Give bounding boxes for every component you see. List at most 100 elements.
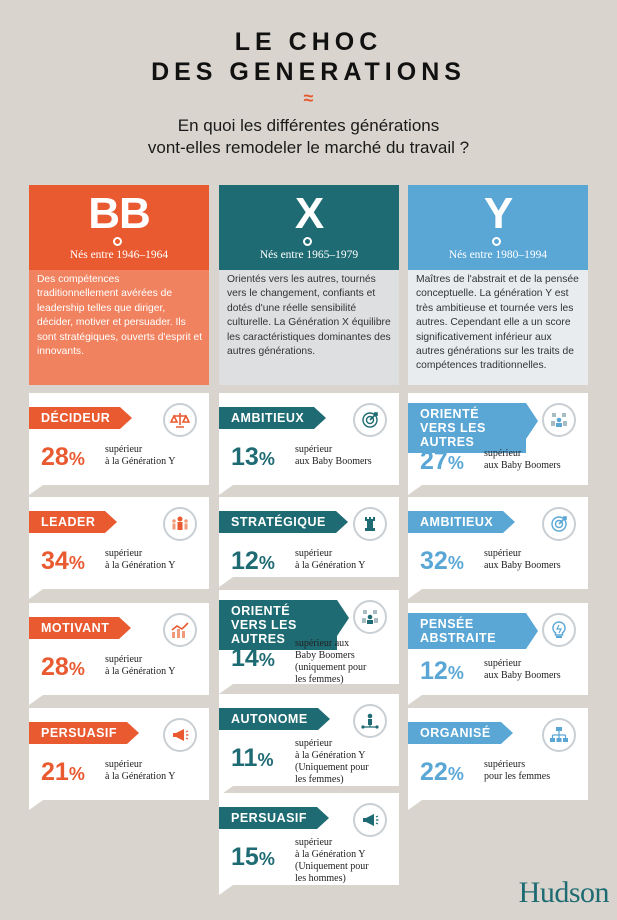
trait-note: supérieur aux Baby Boomers (uniquement pou… <box>295 638 366 686</box>
trait-card: MOTIVANT 28% supérieur à la Génération Y <box>29 603 209 705</box>
trait-note: supérieur à la Génération Y (Uniquement po… <box>295 738 369 786</box>
trait-percentage: 34% <box>41 547 85 576</box>
note-line: supérieur <box>105 654 143 665</box>
note-line: (Uniquement pour <box>295 762 369 773</box>
trait-percentage: 27% <box>420 447 464 476</box>
percent-sign: % <box>258 650 275 670</box>
growth-chart-icon <box>163 613 197 647</box>
target-icon <box>542 507 576 541</box>
percent-sign: % <box>447 453 464 473</box>
percentage-value: 32 <box>420 547 448 575</box>
note-line: les hommes) <box>295 873 346 884</box>
birth-range: Nés entre 1980–1994 <box>448 249 548 261</box>
trait-card: AUTONOME 11% supérieur à la Génération Y (Un… <box>219 694 399 796</box>
org-chart-icon <box>542 718 576 752</box>
trait-note: supérieur à la Génération Y <box>105 548 175 572</box>
trait-percentage: 12% <box>231 547 275 576</box>
note-line: les femmes) <box>295 774 344 785</box>
circle-icon <box>492 237 501 246</box>
trait-note: supérieur aux Baby Boomers <box>484 448 561 472</box>
note-line: supérieur <box>484 448 522 459</box>
percent-sign: % <box>68 449 85 469</box>
circle-icon <box>113 237 122 246</box>
percent-sign: % <box>447 764 464 784</box>
note-line: supérieur <box>295 444 333 455</box>
percent-sign: % <box>447 553 464 573</box>
percentage-value: 21 <box>41 758 69 786</box>
note-line: supérieur <box>295 837 333 848</box>
percent-sign: % <box>447 663 464 683</box>
trait-percentage: 12% <box>420 657 464 686</box>
note-line: supérieur <box>105 444 143 455</box>
note-line: à la Génération Y <box>295 849 366 860</box>
trait-card: AMBITIEUX 13% supérieur aux Baby Boomers <box>219 393 399 495</box>
percent-sign: % <box>258 449 275 469</box>
percentage-value: 13 <box>231 443 259 471</box>
network-person-icon <box>353 704 387 738</box>
trait-note: supérieur à la Génération Y <box>105 444 175 468</box>
trait-percentage: 13% <box>231 443 275 472</box>
percentage-value: 34 <box>41 547 69 575</box>
note-line: supérieur <box>484 658 522 669</box>
subtitle-line-2: vont-elles remodeler le marché du travai… <box>147 138 470 157</box>
note-line: supérieur aux <box>295 638 350 649</box>
note-line: aux Baby Boomers <box>484 560 561 571</box>
trait-percentage: 28% <box>41 653 85 682</box>
note-line: Baby Boomers <box>295 650 355 661</box>
column-header-x: X Nés entre 1965–1979 Orientés vers les … <box>219 185 399 385</box>
percentage-value: 22 <box>420 758 448 786</box>
trait-card: PERSUASIF 15% supérieur à la Génération Y (U… <box>219 793 399 895</box>
trait-percentage: 32% <box>420 547 464 576</box>
percent-sign: % <box>257 750 274 770</box>
trait-card: ORIENTÉ VERS LES AUTRES 14% supérieur aux B… <box>219 590 399 694</box>
generation-description: Orientés vers les autres, tournés vers l… <box>227 274 391 358</box>
generation-letter: X <box>294 189 324 238</box>
trait-label: PERSUASIF <box>29 722 140 744</box>
balance-icon <box>163 403 197 437</box>
trait-percentage: 28% <box>41 443 85 472</box>
trait-note: supérieur à la Génération Y <box>105 759 175 783</box>
trait-label: STRATÉGIQUE <box>219 511 348 533</box>
birth-range: Nés entre 1965–1979 <box>259 249 359 261</box>
generation-description: Maîtres de l'abstrait et de la pensée co… <box>416 274 579 372</box>
hudson-logo: Hudson <box>518 876 610 909</box>
percentage-value: 11 <box>231 744 258 772</box>
trait-label: AMBITIEUX <box>408 511 516 533</box>
trait-percentage: 14% <box>231 644 275 673</box>
note-line: pour les femmes <box>484 771 551 782</box>
note-line: à la Génération Y <box>105 771 176 782</box>
percentage-value: 12 <box>231 547 259 575</box>
trait-label: DÉCIDEUR <box>29 407 133 429</box>
trait-percentage: 11% <box>231 744 273 773</box>
trait-note: supérieur aux Baby Boomers <box>295 444 372 468</box>
group-icon <box>353 600 387 634</box>
note-line: supérieur <box>484 548 522 559</box>
trait-label: AMBITIEUX <box>219 407 327 429</box>
note-line: aux Baby Boomers <box>295 456 372 467</box>
trait-card: AMBITIEUX 32% supérieur aux Baby Boomers <box>408 497 588 599</box>
lightbulb-icon <box>542 613 576 647</box>
trait-label: LEADER <box>29 511 118 533</box>
trait-card: ORGANISÉ 22% supérieurs pour les femmes <box>408 708 588 810</box>
megaphone-icon <box>163 718 197 752</box>
trait-percentage: 15% <box>231 843 275 872</box>
column-header-y: Y Nés entre 1980–1994 Maîtres de l'abstr… <box>408 185 588 385</box>
target-icon <box>353 403 387 437</box>
trait-card: DÉCIDEUR 28% supérieur à la Génération Y <box>29 393 209 495</box>
generation-letter: BB <box>88 189 151 238</box>
chess-rook-icon <box>353 507 387 541</box>
percent-sign: % <box>68 553 85 573</box>
note-line: à la Génération Y <box>105 666 176 677</box>
percentage-value: 28 <box>41 653 69 681</box>
trait-label: ORGANISÉ <box>408 722 513 744</box>
trait-label: ORIENTÉ VERS LES AUTRES <box>219 600 349 650</box>
note-line: (uniquement pour <box>295 662 367 673</box>
note-line: à la Génération Y <box>105 560 176 571</box>
percent-sign: % <box>258 553 275 573</box>
group-icon <box>542 403 576 437</box>
note-line: supérieur <box>295 548 333 559</box>
trait-card: LEADER 34% supérieur à la Génération Y <box>29 497 209 599</box>
note-line: à la Génération Y <box>295 560 366 571</box>
note-line: à la Génération Y <box>295 750 366 761</box>
note-line: supérieur <box>105 548 143 559</box>
